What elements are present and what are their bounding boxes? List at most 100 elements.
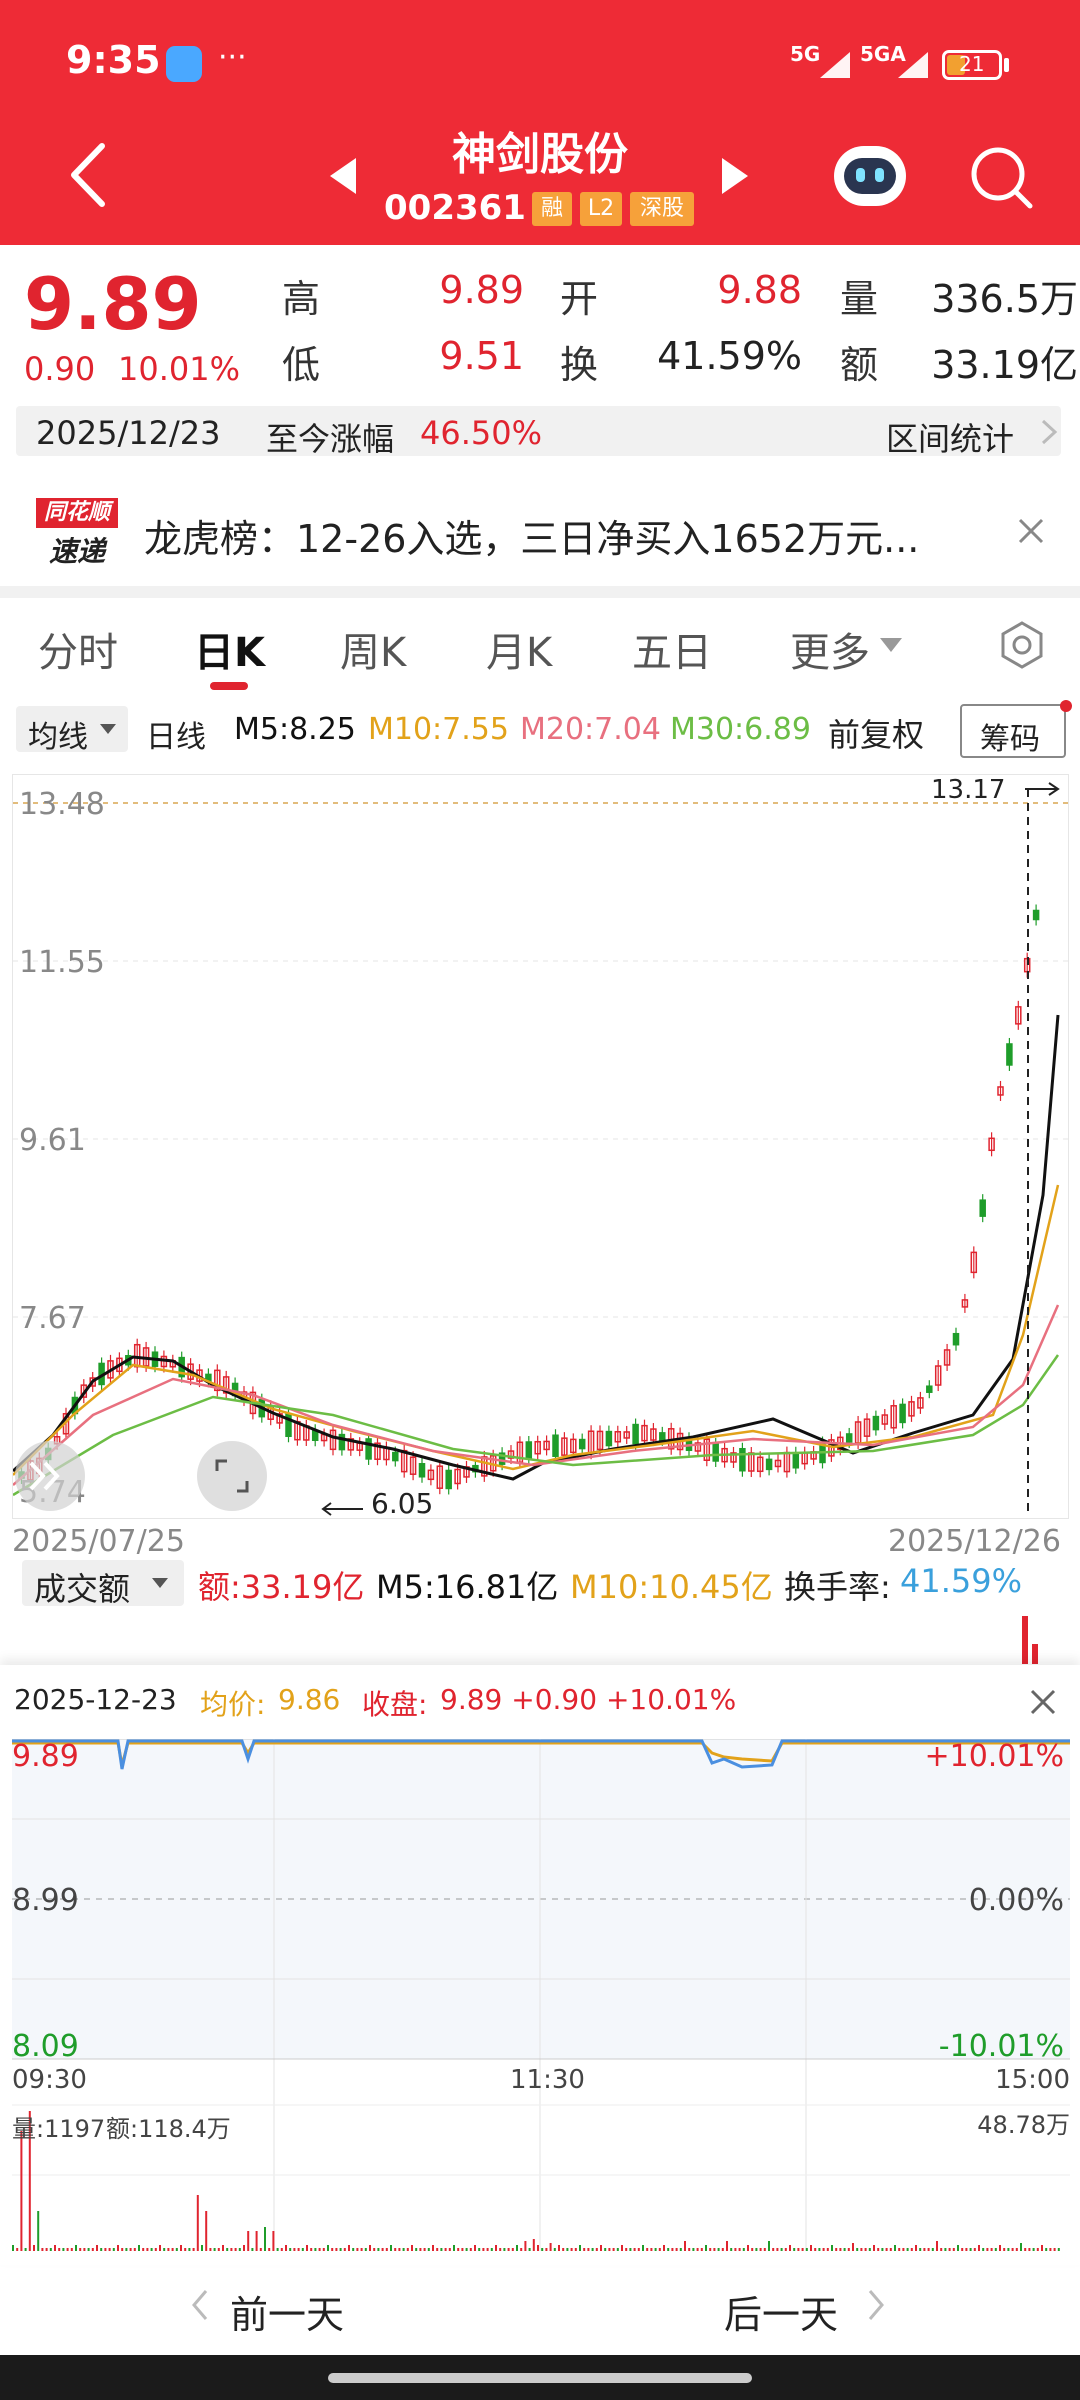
fullscreen-icon (215, 1459, 249, 1493)
intraday-volume-bar (432, 2245, 434, 2251)
intraday-volume-bar (847, 2248, 850, 2251)
search-icon[interactable] (968, 144, 1036, 212)
intraday-volume-bar (772, 2248, 775, 2251)
intraday-volume-bar (280, 2248, 283, 2251)
volume-select[interactable]: 成交额 (22, 1560, 184, 1608)
intraday-volume-bar (1041, 2245, 1043, 2251)
intraday-volume-bar (780, 2248, 783, 2251)
volume-m5: M5:16.81亿 (376, 1568, 559, 1606)
range-stats-link[interactable]: 区间统计 (886, 420, 1015, 458)
low-label: 低 (282, 343, 321, 387)
prev-stock-icon[interactable] (330, 158, 356, 194)
intraday-volume-bar (755, 2248, 758, 2251)
intraday-volume-bar (28, 2111, 31, 2251)
intraday-volume-bar (457, 2248, 460, 2251)
tab-monthly-k[interactable]: 月K (486, 630, 553, 676)
intraday-volume-bar (234, 2248, 237, 2251)
intraday-volume-bar (982, 2248, 985, 2251)
y-label-3: 9.61 (19, 1123, 86, 1158)
intraday-volume-bar (684, 2241, 686, 2251)
back-icon[interactable] (66, 140, 110, 210)
intraday-volume-bar (314, 2248, 317, 2251)
tab-intraday[interactable]: 分时 (38, 630, 118, 676)
intraday-chart[interactable]: 9.89 8.99 8.09 +10.01% 0.00% -10.01% 09:… (12, 1739, 1070, 2251)
intraday-volume-bar (852, 2243, 854, 2251)
y-label-2: 11.55 (19, 945, 105, 980)
intraday-volume-bar (188, 2248, 191, 2251)
close-icon[interactable] (1030, 1689, 1056, 1715)
intraday-volume-bar (595, 2248, 598, 2251)
tab-weekly-k[interactable]: 周K (340, 630, 407, 676)
next-day-button[interactable]: 后一天 (724, 2293, 839, 2337)
ma-select[interactable]: 均线 (16, 706, 128, 755)
chart-start-date: 2025/07/25 (12, 1524, 185, 1559)
intraday-volume-bar (986, 2248, 989, 2251)
price-top: 9.89 (12, 1739, 79, 1774)
intraday-volume-bar (721, 2248, 724, 2251)
kline-svg (13, 782, 1068, 1516)
intraday-volume-bar (545, 2248, 548, 2251)
intraday-volume-bar (427, 2248, 430, 2251)
chevron-down-icon (100, 724, 116, 734)
next-stock-icon[interactable] (722, 158, 748, 194)
intraday-volume-bar (776, 2248, 779, 2251)
home-indicator[interactable] (328, 2373, 752, 2383)
system-nav-bar (0, 2355, 1080, 2400)
amount-value: 33.19亿 (931, 343, 1078, 387)
intraday-volume-bar (801, 2248, 804, 2251)
chevron-right-icon (868, 2290, 884, 2320)
intraday-volume-bar (726, 2241, 728, 2251)
ma30-value: M30:6.89 (670, 712, 811, 747)
intraday-volume-bar (822, 2248, 825, 2251)
settings-icon[interactable] (998, 620, 1046, 670)
intraday-volume-bar (264, 2227, 266, 2251)
news-ticker[interactable]: 同花顺 速递 龙虎榜：12-26入选，三日净买入1652万元... (0, 480, 1080, 580)
robot-assistant-icon[interactable] (834, 146, 906, 206)
turnover-rate-value: 41.59% (900, 1562, 1023, 1600)
intraday-volume-bar (906, 2248, 909, 2251)
intraday-volume-bar (591, 2248, 594, 2251)
gain-value: 46.50% (420, 414, 543, 452)
intraday-volume-bar (12, 2245, 14, 2251)
intraday-volume-bar (818, 2248, 821, 2251)
high-marker-label: 13.17 (931, 775, 1006, 805)
intraday-volume-bar (108, 2248, 111, 2251)
intraday-volume-bar (516, 2245, 518, 2251)
intraday-volume-bar (339, 2248, 342, 2251)
intraday-volume-bar (734, 2248, 737, 2251)
intraday-volume-bar (238, 2248, 241, 2251)
intraday-volume-bar (327, 2245, 329, 2251)
close-value: 9.89 +0.90 +10.01% (440, 1683, 737, 1716)
news-logo: 同花顺 速递 (36, 498, 118, 568)
intraday-volume-bar (793, 2248, 796, 2251)
intraday-volume-bar (675, 2248, 678, 2251)
intraday-volume-max: 48.78万 (977, 2111, 1070, 2139)
date-range-band[interactable]: 2025/12/23 至今涨幅 46.50% 区间统计 (16, 406, 1061, 458)
intraday-volume-bar (856, 2248, 859, 2251)
intraday-volume-bar (902, 2248, 905, 2251)
tab-more[interactable]: 更多 (790, 630, 870, 676)
intraday-volume-bar (742, 2248, 745, 2251)
volume-value: 336.5万 (931, 277, 1078, 321)
kline-chart[interactable]: 13.48 11.55 9.61 7.67 5.74 13.17 6.05 (12, 774, 1069, 1520)
fullscreen-button[interactable] (197, 1441, 267, 1511)
close-news-icon[interactable] (1018, 518, 1044, 544)
intraday-volume-bar (24, 2248, 27, 2251)
ma-period: 日线 (146, 720, 206, 755)
tab-five-day[interactable]: 五日 (632, 630, 712, 676)
intraday-svg (12, 1739, 1070, 2251)
intraday-volume-bar (679, 2248, 682, 2251)
tab-daily-k[interactable]: 日K (194, 630, 265, 676)
prev-day-button[interactable]: 前一天 (230, 2293, 345, 2337)
news-text: 龙虎榜：12-26入选，三日净买入1652万元... (144, 517, 920, 561)
price-adjust[interactable]: 前复权 (828, 716, 925, 754)
intraday-volume-bar (1007, 2248, 1010, 2251)
signal-icon (820, 52, 850, 78)
chips-button[interactable]: 筹码 (960, 704, 1066, 758)
intraday-volume-bar (482, 2248, 485, 2251)
intraday-volume-bar (453, 2245, 455, 2251)
intraday-volume-bar (768, 2241, 770, 2251)
intraday-volume-bar (717, 2248, 720, 2251)
turnover-label: 换 (560, 343, 599, 387)
expand-sidebar-button[interactable] (15, 1441, 85, 1511)
